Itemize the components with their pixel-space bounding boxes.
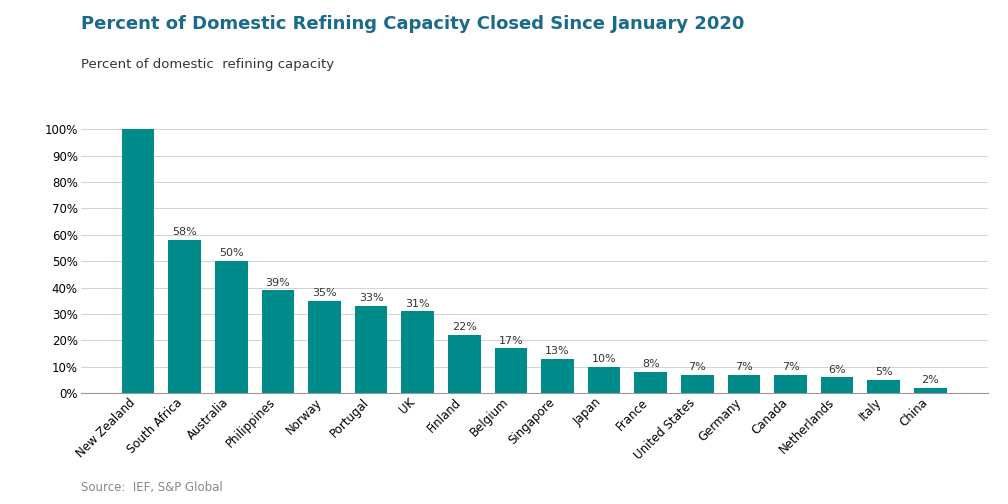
Text: 5%: 5% [875,367,892,377]
Bar [774,374,806,393]
Text: Percent of domestic  refining capacity: Percent of domestic refining capacity [81,58,334,71]
Text: 22%: 22% [452,323,477,333]
Text: 7%: 7% [688,362,707,372]
Text: 35%: 35% [312,288,337,298]
Bar [122,129,154,393]
Bar [168,240,201,393]
Bar [681,374,714,393]
Bar [401,311,434,393]
Text: 10%: 10% [592,354,617,364]
Bar [215,261,248,393]
Text: Source:  IEF, S&P Global: Source: IEF, S&P Global [81,481,223,494]
Text: Percent of Domestic Refining Capacity Closed Since January 2020: Percent of Domestic Refining Capacity Cl… [81,15,744,33]
Bar [868,380,900,393]
Text: 8%: 8% [642,359,659,369]
Bar [495,348,527,393]
Bar [355,306,387,393]
Text: 50%: 50% [219,248,244,259]
Bar [541,359,574,393]
Text: 7%: 7% [781,362,799,372]
Bar [588,367,621,393]
Bar [634,372,667,393]
Text: 13%: 13% [545,346,570,356]
Text: 17%: 17% [499,336,523,346]
Text: 58%: 58% [172,227,198,237]
Bar [821,377,854,393]
Text: 33%: 33% [359,293,383,303]
Bar [262,290,294,393]
Bar [448,335,481,393]
Text: 39%: 39% [265,278,290,287]
Bar [728,374,760,393]
Text: 7%: 7% [735,362,753,372]
Text: 6%: 6% [829,364,846,374]
Bar [914,388,947,393]
Text: 2%: 2% [921,375,939,385]
Bar [308,301,341,393]
Text: 31%: 31% [405,299,430,308]
